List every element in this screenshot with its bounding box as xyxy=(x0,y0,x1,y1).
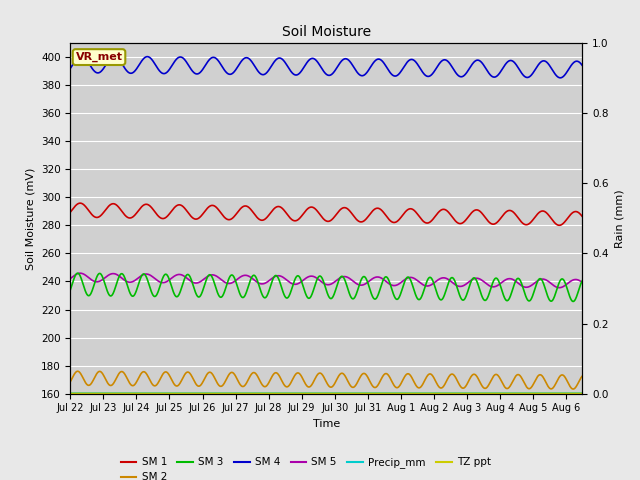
SM 2 xyxy=(454,379,462,385)
Legend: SM 1, SM 2, SM 3, SM 4, SM 5, Precip_mm, TZ ppt: SM 1, SM 2, SM 3, SM 4, SM 5, Precip_mm,… xyxy=(116,453,495,480)
Precip_mm xyxy=(511,390,518,396)
TZ ppt xyxy=(168,391,176,396)
Precip_mm xyxy=(579,390,586,396)
SM 4 xyxy=(511,60,519,66)
TZ ppt xyxy=(67,391,74,396)
SM 5 xyxy=(261,280,269,286)
Line: SM 3: SM 3 xyxy=(70,273,582,301)
SM 4 xyxy=(557,75,564,81)
SM 5 xyxy=(454,283,462,289)
SM 3 xyxy=(454,288,462,294)
Precip_mm xyxy=(454,390,461,396)
SM 5 xyxy=(159,280,166,286)
SM 5 xyxy=(556,285,563,290)
X-axis label: Time: Time xyxy=(313,419,340,429)
SM 1 xyxy=(261,216,269,222)
SM 4 xyxy=(454,72,462,78)
SM 2 xyxy=(579,373,586,379)
SM 2 xyxy=(159,372,166,377)
SM 4 xyxy=(214,58,222,64)
Y-axis label: Soil Moisture (mV): Soil Moisture (mV) xyxy=(26,167,35,270)
SM 3 xyxy=(67,287,74,292)
Line: SM 4: SM 4 xyxy=(70,56,582,78)
SM 3 xyxy=(168,286,176,292)
SM 4 xyxy=(159,71,166,76)
TZ ppt xyxy=(454,391,461,396)
SM 1 xyxy=(168,207,176,213)
SM 1 xyxy=(76,200,84,206)
SM 1 xyxy=(511,211,519,216)
Title: Soil Moisture: Soil Moisture xyxy=(282,25,371,39)
SM 5 xyxy=(579,280,586,286)
Line: SM 2: SM 2 xyxy=(70,371,582,389)
Y-axis label: Rain (mm): Rain (mm) xyxy=(614,189,624,248)
SM 2 xyxy=(168,378,176,384)
SM 1 xyxy=(454,220,462,226)
SM 2 xyxy=(511,374,519,380)
SM 1 xyxy=(67,209,74,215)
Precip_mm xyxy=(168,390,176,396)
SM 3 xyxy=(74,270,81,276)
TZ ppt xyxy=(260,391,268,396)
SM 3 xyxy=(579,277,586,283)
SM 4 xyxy=(168,62,176,68)
SM 5 xyxy=(511,278,519,284)
Text: VR_met: VR_met xyxy=(76,52,122,62)
TZ ppt xyxy=(579,391,586,396)
SM 3 xyxy=(569,299,577,304)
SM 1 xyxy=(579,214,586,219)
Precip_mm xyxy=(67,390,74,396)
SM 5 xyxy=(76,270,84,276)
TZ ppt xyxy=(159,391,166,396)
Line: SM 5: SM 5 xyxy=(70,273,582,288)
SM 4 xyxy=(67,65,74,71)
SM 1 xyxy=(214,207,222,213)
SM 1 xyxy=(159,216,166,221)
SM 3 xyxy=(511,280,519,286)
Precip_mm xyxy=(214,390,222,396)
SM 5 xyxy=(67,276,74,281)
SM 2 xyxy=(261,384,269,390)
SM 4 xyxy=(261,71,269,77)
SM 1 xyxy=(556,222,563,228)
SM 5 xyxy=(214,275,222,280)
TZ ppt xyxy=(214,391,222,396)
Precip_mm xyxy=(260,390,268,396)
SM 3 xyxy=(261,295,269,300)
SM 5 xyxy=(168,275,176,280)
SM 3 xyxy=(214,292,222,298)
Line: SM 1: SM 1 xyxy=(70,203,582,225)
SM 2 xyxy=(67,379,74,384)
Precip_mm xyxy=(159,390,166,396)
TZ ppt xyxy=(511,391,518,396)
SM 2 xyxy=(74,368,81,374)
SM 4 xyxy=(579,63,586,69)
SM 2 xyxy=(569,386,577,392)
SM 4 xyxy=(77,53,85,59)
SM 2 xyxy=(214,382,222,388)
SM 3 xyxy=(159,276,166,281)
